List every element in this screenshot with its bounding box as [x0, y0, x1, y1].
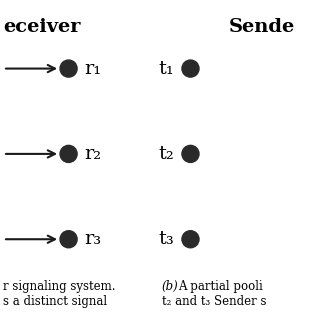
Text: t₁: t₁: [159, 60, 174, 77]
Circle shape: [60, 60, 77, 77]
Text: r₂: r₂: [85, 145, 102, 163]
Circle shape: [182, 145, 199, 163]
Text: A partial pooli: A partial pooli: [178, 280, 263, 293]
Text: Sende: Sende: [228, 19, 295, 36]
Text: (b): (b): [162, 280, 178, 293]
Circle shape: [60, 145, 77, 163]
Circle shape: [60, 231, 77, 248]
Circle shape: [182, 60, 199, 77]
Circle shape: [182, 231, 199, 248]
Text: r₃: r₃: [85, 230, 102, 248]
Text: t₂ and t₃ Sender s: t₂ and t₃ Sender s: [162, 295, 266, 308]
Text: t₂: t₂: [159, 145, 174, 163]
Text: s a distinct signal: s a distinct signal: [3, 295, 107, 308]
Text: r₁: r₁: [85, 60, 102, 77]
Text: t₃: t₃: [159, 230, 174, 248]
Text: eceiver: eceiver: [3, 19, 81, 36]
Text: r signaling system.: r signaling system.: [3, 280, 116, 293]
